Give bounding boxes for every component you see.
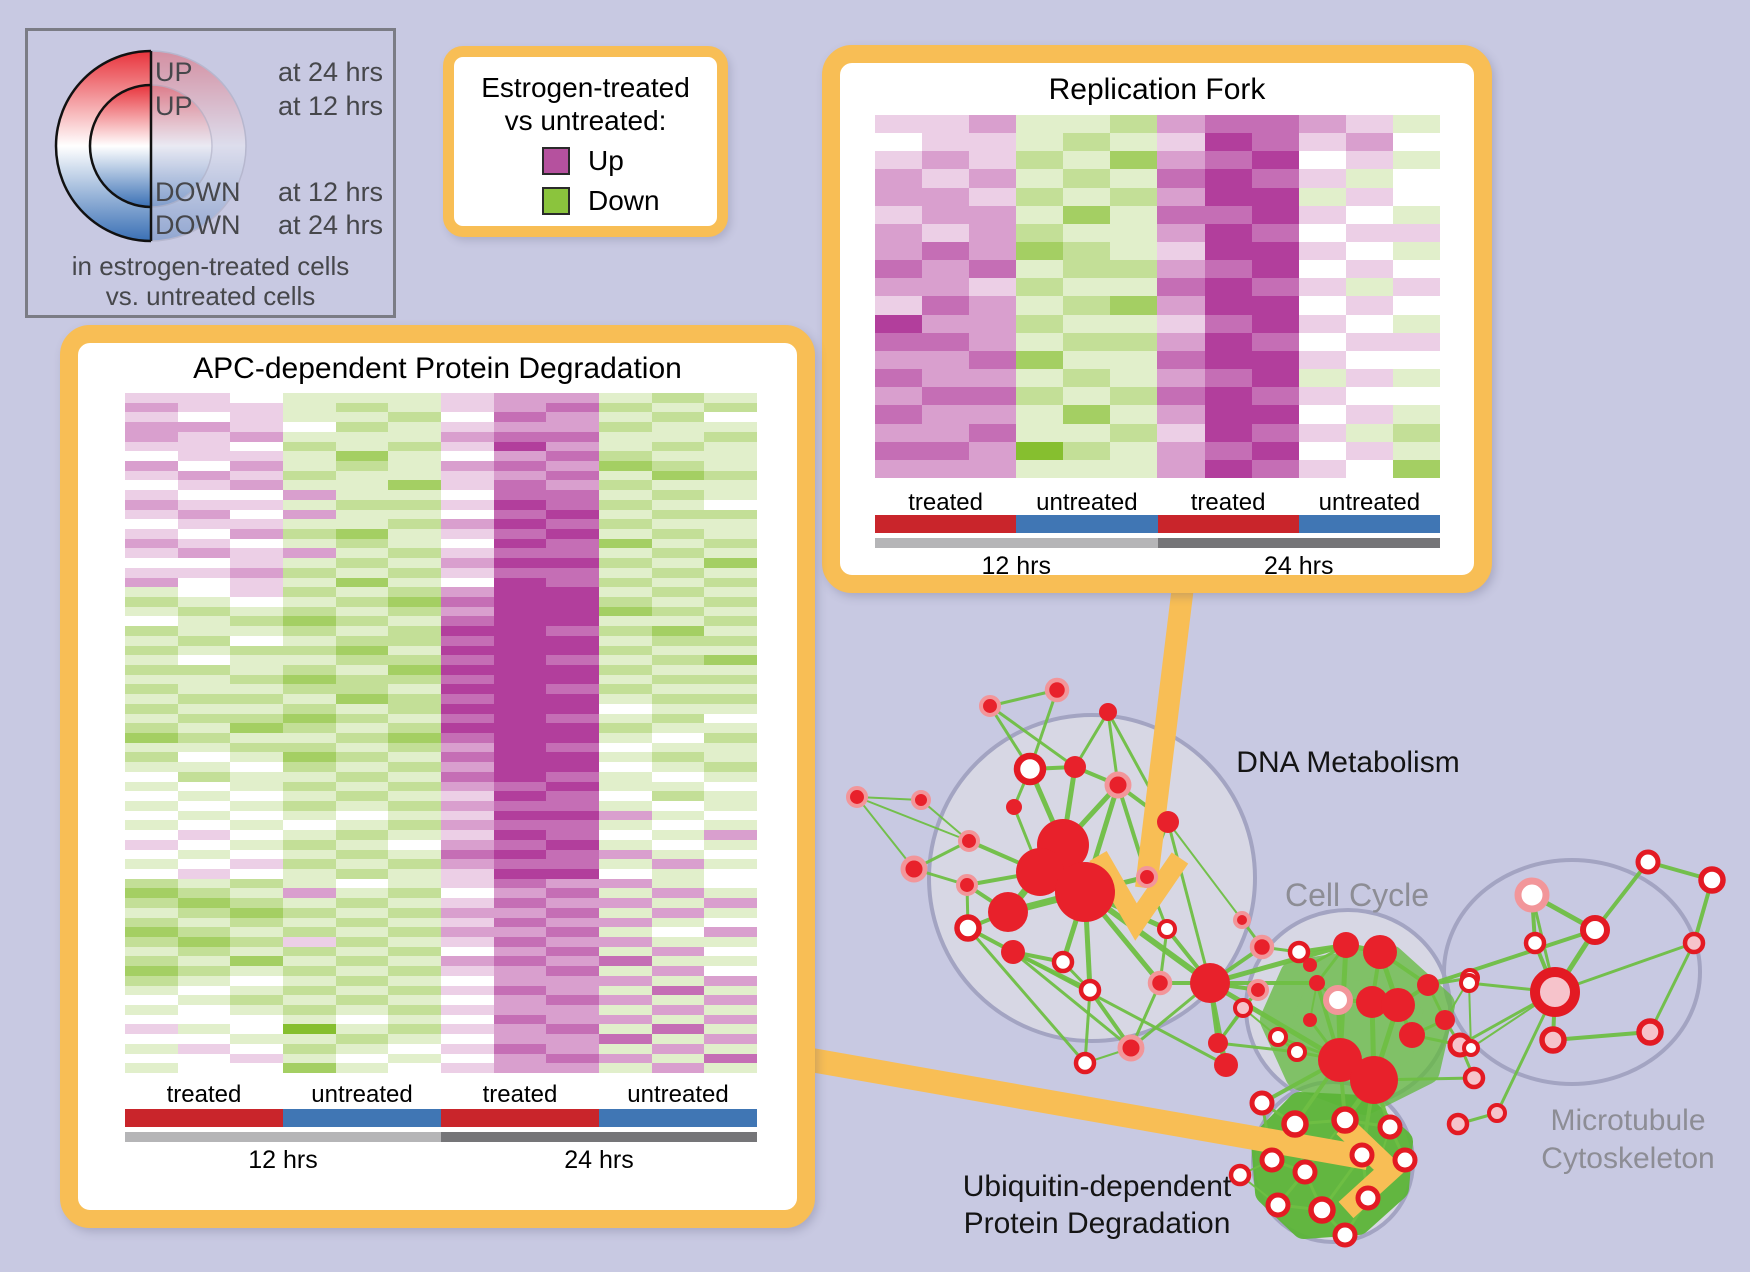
apc-heatmap [125,393,757,1073]
replication-fork-condition-bars [875,515,1440,533]
cluster-label-cell-cycle: Cell Cycle [1284,877,1430,913]
legend-item-down: Down [542,185,717,217]
cluster-label-ubiquitin: Ubiquitin-dependent Protein Degradation [962,1170,1232,1240]
ring-label-up-outer: UP [155,57,193,87]
apc-title: APC-dependent Protein Degradation [193,352,682,385]
updown-title-line2: vs untreated: [504,105,667,136]
group-label-untreated-12: untreated [311,1081,413,1108]
group-label-treated-12: treated [166,1081,242,1108]
ring-label-up-inner: UP [155,91,193,121]
up-label: Up [588,145,624,176]
ring-time-12-inner: at 12 hrs [278,91,384,121]
updown-title-line1: Estrogen-treated [481,72,690,103]
down-color-swatch [542,187,570,215]
apc-group-labels: treated untreated treated untreated [125,1081,757,1109]
replication-fork-panel: Replication Fork treated untreated treat… [822,45,1492,593]
ring-footer-line1: in estrogen-treated cells [71,251,350,281]
up-color-swatch [542,147,570,175]
group-label-treated-24: treated [482,1081,558,1108]
apc-condition-bars [125,1109,757,1127]
group-label-untreated-24: untreated [1318,489,1421,516]
ring-time-12-outer: at 12 hrs [278,177,384,207]
group-label-treated-12: treated [908,489,983,516]
apc-panel: APC-dependent Protein Degradation treate… [60,325,815,1228]
down-label: Down [588,185,660,216]
replication-fork-group-labels: treated untreated treated untreated [875,489,1440,517]
ring-time-24-outer: at 24 hrs [278,57,384,87]
replication-fork-heatmap [875,115,1440,478]
ring-label-down-outer: DOWN [155,210,241,240]
group-label-untreated-12: untreated [1036,489,1138,516]
time-label-12hrs: 12 hrs [248,1146,318,1174]
cluster-label-microtubule: Microtubule Cytoskeleton [1541,1104,1715,1175]
ring-footer-line2: vs. untreated cells [105,281,316,311]
apc-time-bars [125,1132,757,1142]
group-label-treated-24: treated [1190,489,1266,516]
cluster-label-dna-metabolism: DNA Metabolism [1236,746,1460,779]
ring-legend-diagram [54,49,247,243]
time-label-12hrs: 12 hrs [981,552,1051,580]
time-label-24hrs: 24 hrs [564,1146,634,1174]
ring-legend-box: UP at 24 hrs UP at 12 hrs DOWN at 12 hrs… [25,28,396,318]
updown-legend-box: Estrogen-treated vs untreated: Up Down [443,46,728,237]
ring-label-down-inner: DOWN [155,177,241,207]
legend-item-up: Up [542,145,717,177]
replication-fork-title: Replication Fork [1048,73,1266,106]
ring-time-24-bottom: at 24 hrs [278,210,384,240]
replication-fork-time-labels: 12 hrs 24 hrs [875,552,1440,581]
time-label-24hrs: 24 hrs [1264,552,1334,580]
replication-fork-time-bars [875,538,1440,548]
apc-time-labels: 12 hrs 24 hrs [125,1146,757,1175]
group-label-untreated-24: untreated [627,1081,729,1108]
